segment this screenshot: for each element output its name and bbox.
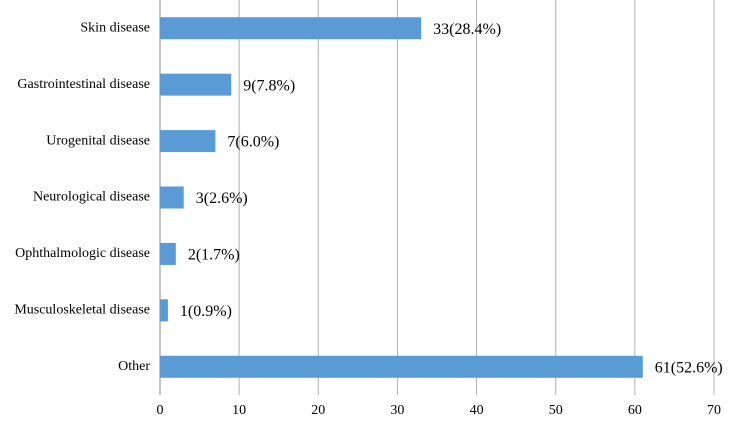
x-tick-label: 50 [549, 403, 563, 418]
y-tick-label: Urogenital disease [46, 133, 150, 148]
x-tick-label: 40 [470, 403, 484, 418]
x-tick-label: 30 [390, 403, 404, 418]
y-tick-label: Other [118, 359, 150, 374]
y-tick-label: Ophthalmologic disease [15, 246, 150, 261]
y-tick-label: Musculoskeletal disease [14, 303, 150, 318]
bar [160, 242, 176, 265]
x-tick-label: 0 [157, 403, 164, 418]
value-label: 1(0.9%) [180, 303, 232, 320]
bar [160, 73, 232, 96]
value-label: 7(6.0%) [227, 134, 279, 151]
y-tick-label: Gastrointestinal disease [17, 77, 150, 92]
value-label: 33(28.4%) [433, 21, 501, 38]
bar [160, 186, 184, 209]
value-label: 3(2.6%) [196, 190, 248, 207]
x-tick-label: 70 [707, 403, 721, 418]
bar [160, 130, 216, 153]
x-tick-label: 20 [311, 403, 325, 418]
y-tick-label: Neurological disease [33, 190, 150, 205]
y-tick-label: Skin disease [80, 20, 150, 35]
value-label: 2(1.7%) [188, 247, 240, 264]
bar [160, 17, 422, 40]
value-label: 61(52.6%) [655, 359, 723, 376]
x-tick-label: 60 [628, 403, 642, 418]
x-tick-label: 10 [232, 403, 246, 418]
bar [160, 355, 643, 378]
value-label: 9(7.8%) [243, 77, 295, 94]
bar [160, 299, 168, 322]
